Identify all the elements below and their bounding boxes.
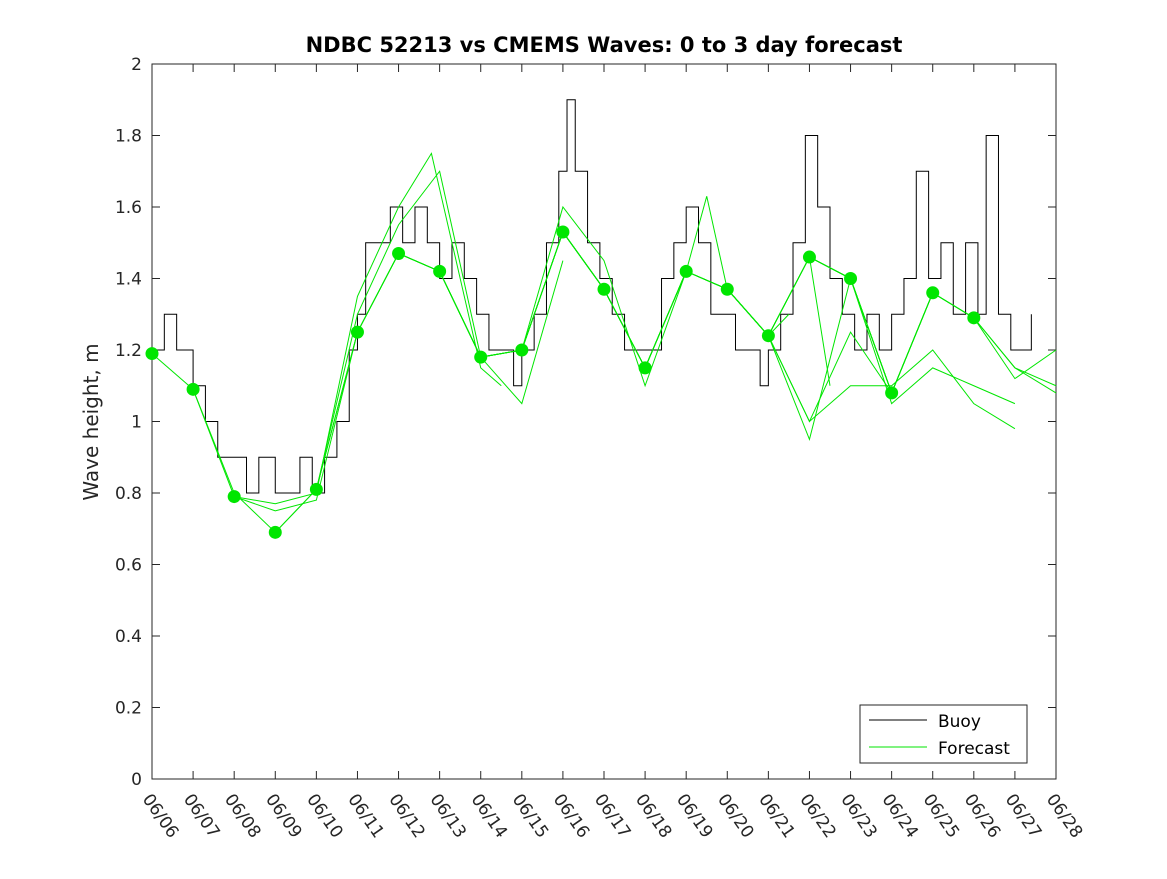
forecast-marker xyxy=(844,272,858,285)
chart-title: NDBC 52213 vs CMEMS Waves: 0 to 3 day fo… xyxy=(306,33,903,57)
x-tick-label: 06/25 xyxy=(919,790,963,842)
y-tick-label: 1.4 xyxy=(115,270,142,290)
y-tick-label: 0.6 xyxy=(115,556,142,576)
y-tick-label: 0.4 xyxy=(115,627,142,647)
axes-box xyxy=(151,63,1057,780)
y-tick-label: 1.2 xyxy=(115,341,142,361)
x-tick-label: 06/19 xyxy=(672,790,716,842)
x-tick-label: 06/18 xyxy=(631,790,675,842)
forecast-marker xyxy=(720,282,734,296)
forecast-marker xyxy=(145,347,159,361)
x-tick-label: 06/13 xyxy=(426,790,470,842)
forecast-marker xyxy=(802,250,816,264)
forecast-series-line xyxy=(850,278,1057,395)
legend-box xyxy=(859,704,1028,764)
x-tick-label: 06/09 xyxy=(261,790,305,842)
forecast-marker xyxy=(967,311,981,325)
x-tick-label: 06/26 xyxy=(960,790,1004,842)
forecast-marker xyxy=(885,386,899,400)
x-tick-label: 06/14 xyxy=(467,790,511,842)
forecast-marker xyxy=(227,490,241,504)
x-tick-label: 06/21 xyxy=(754,790,798,842)
forecast-marker xyxy=(679,264,693,278)
forecast-marker xyxy=(515,343,529,357)
x-tick-label: 06/17 xyxy=(590,790,634,842)
forecast-series-line xyxy=(726,288,1016,430)
y-tick-label: 1 xyxy=(131,413,142,433)
forecast-series-line xyxy=(809,256,1016,405)
x-tick-label: 06/28 xyxy=(1042,790,1086,842)
forecast-marker xyxy=(926,286,940,300)
x-tick-label: 06/23 xyxy=(836,790,880,842)
y-tick-label: 0.8 xyxy=(115,484,142,504)
y-tick-label: 0 xyxy=(131,770,142,790)
legend: Buoy Forecast xyxy=(859,704,1028,764)
forecast-marker xyxy=(392,246,406,260)
forecast-series-line xyxy=(192,170,482,534)
y-tick-label: 1.6 xyxy=(115,198,142,218)
y-axis-label: Wave height, m xyxy=(79,343,103,500)
forecast-marker xyxy=(638,361,652,375)
forecast-marker xyxy=(350,325,364,339)
x-tick-label: 06/15 xyxy=(508,790,552,842)
x-tick-label: 06/16 xyxy=(549,790,593,842)
legend-forecast-label: Forecast xyxy=(938,739,1010,759)
forecast-marker xyxy=(268,525,282,539)
legend-buoy-label: Buoy xyxy=(938,712,981,732)
x-tick-label: 06/08 xyxy=(220,790,264,842)
x-tick-label: 06/07 xyxy=(179,790,223,842)
x-tick-label: 06/11 xyxy=(343,790,387,842)
x-tick-label: 06/22 xyxy=(795,790,839,842)
forecast-marker xyxy=(186,382,200,396)
forecast-series-line xyxy=(234,152,502,505)
y-tick-label: 0.2 xyxy=(115,699,142,719)
forecast-marker xyxy=(433,264,447,278)
y-tick-label: 1.8 xyxy=(115,127,142,147)
x-tick-label: 06/20 xyxy=(713,790,757,842)
forecast-marker xyxy=(597,282,611,296)
x-tick-label: 06/06 xyxy=(138,790,182,842)
forecast-marker xyxy=(309,482,323,496)
forecast-marker xyxy=(474,350,488,364)
x-tick-label: 06/12 xyxy=(384,790,428,842)
forecast-marker xyxy=(556,225,570,239)
forecast-marker xyxy=(761,329,775,343)
x-tick-label: 06/10 xyxy=(302,790,346,842)
y-tick-label: 2 xyxy=(131,55,142,75)
x-tick-label: 06/24 xyxy=(878,790,922,842)
x-tick-label: 06/27 xyxy=(1001,790,1045,842)
